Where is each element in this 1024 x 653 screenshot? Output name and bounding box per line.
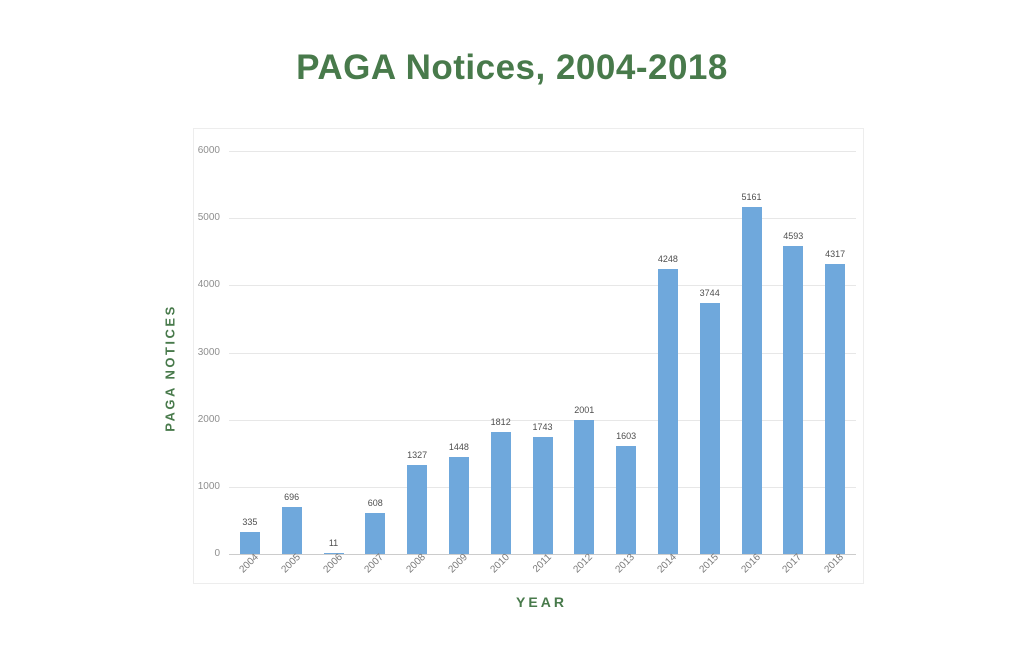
value-label-2010: 1812 <box>490 417 511 428</box>
bar-2015 <box>699 302 720 554</box>
x-tick-label-2011: 2011 <box>530 551 554 575</box>
y-tick-label-0: 0 <box>214 548 220 559</box>
x-tick-label-2013: 2013 <box>613 551 638 576</box>
bar-2016 <box>741 207 762 554</box>
x-tick-label-2012: 2012 <box>571 551 596 576</box>
bar-2014 <box>657 268 678 554</box>
y-tick-label-5000: 5000 <box>197 212 220 224</box>
x-tick-label-2010: 2010 <box>488 551 512 576</box>
bar-2005 <box>281 507 302 554</box>
x-tick-label-2009: 2009 <box>446 551 470 576</box>
value-label-2018: 4317 <box>825 249 846 260</box>
value-label-2013: 1603 <box>616 431 637 442</box>
x-tick-label-2016: 2016 <box>738 551 763 576</box>
gridline-2000 <box>229 419 856 421</box>
value-label-2004: 335 <box>242 516 258 527</box>
x-tick-label-2014: 2014 <box>655 551 679 576</box>
y-axis-title: PAGA NOTICES <box>162 304 178 432</box>
x-tick-label-2005: 2005 <box>279 551 303 576</box>
x-axis-title: YEAR <box>516 594 567 610</box>
gridline-5000 <box>229 218 856 220</box>
x-tick-label-2006: 2006 <box>320 551 345 576</box>
bar-2017 <box>783 245 804 554</box>
value-label-2016: 5161 <box>741 192 762 203</box>
x-tick-label-2007: 2007 <box>362 551 387 576</box>
value-label-2005: 696 <box>284 492 300 503</box>
y-tick-label-1000: 1000 <box>197 480 220 492</box>
value-label-2007: 608 <box>367 498 383 509</box>
y-tick-label-4000: 4000 <box>197 279 220 291</box>
gridline-6000 <box>229 151 856 152</box>
bar-2012 <box>574 419 595 554</box>
y-tick-label-6000: 6000 <box>197 145 220 156</box>
value-label-2008: 1327 <box>407 449 428 460</box>
value-label-2017: 4593 <box>783 230 804 241</box>
bar-2010 <box>490 432 511 554</box>
chart-container: 0 1000 2000 3000 4000 5000 6000 335 2004 696 2005 1… <box>193 128 864 584</box>
bar-2018 <box>825 264 846 554</box>
x-tick-label-2018: 2018 <box>822 551 847 576</box>
gridline-3000 <box>229 352 856 354</box>
gridline-4000 <box>229 285 856 287</box>
x-tick-label-2008: 2008 <box>404 551 429 576</box>
y-tick-label-3000: 3000 <box>197 346 220 358</box>
x-tick-label-2015: 2015 <box>697 551 721 576</box>
bar-2009 <box>448 456 469 554</box>
value-label-2012: 2001 <box>574 404 595 415</box>
y-tick-label-2000: 2000 <box>197 413 220 425</box>
chart-title: PAGA Notices, 2004-2018 <box>296 48 728 87</box>
value-label-2006: 11 <box>328 538 339 549</box>
bar-2011 <box>532 436 553 554</box>
bar-2006 <box>323 553 344 554</box>
value-label-2011: 1743 <box>532 421 553 432</box>
bar-2004 <box>239 531 260 554</box>
bar-2008 <box>407 464 428 554</box>
value-label-2014: 4248 <box>657 253 678 264</box>
gridline-0 <box>229 554 856 555</box>
value-label-2015: 3744 <box>699 287 720 298</box>
plot-area: 0 1000 2000 3000 4000 5000 6000 335 2004 696 2005 1… <box>198 145 856 575</box>
bar-2013 <box>616 446 637 554</box>
x-tick-label-2017: 2017 <box>780 551 805 576</box>
bar-2007 <box>365 513 386 554</box>
x-tick-label-2004: 2004 <box>237 551 261 576</box>
value-label-2009: 1448 <box>448 441 469 452</box>
